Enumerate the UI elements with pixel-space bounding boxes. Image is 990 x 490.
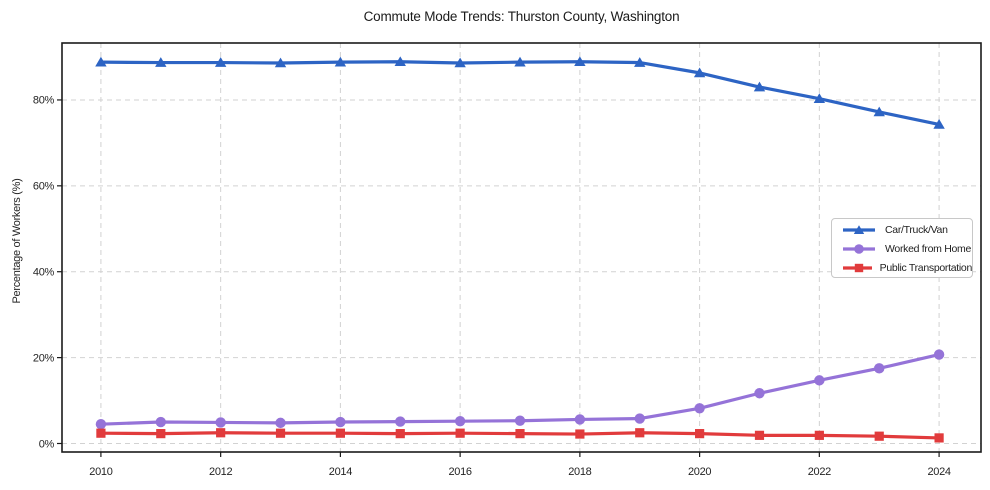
data-point-worked-from-home: [95, 418, 107, 430]
data-point-car-truck-van: [454, 57, 466, 68]
series-line-worked-from-home: [99, 353, 941, 426]
legend-entry: Public Transportation: [841, 259, 972, 278]
data-point-public-transportation: [455, 428, 465, 438]
y-tick-label: 0%: [39, 438, 55, 450]
data-point-car-truck-van: [514, 56, 526, 67]
y-tick-label: 80%: [33, 95, 55, 107]
data-point-car-truck-van: [574, 56, 586, 67]
legend-entry: Car/Truck/Van: [841, 220, 972, 239]
data-point-worked-from-home: [395, 416, 406, 427]
legend-entry: Worked from Home: [841, 239, 972, 258]
data-point-public-transportation: [695, 429, 705, 439]
triangle-marker-icon: [843, 224, 875, 234]
chart-title: Commute Mode Trends: Thurston County, Wa…: [363, 9, 680, 24]
legend-label: Worked from Home: [885, 242, 972, 255]
legend-label: Public Transportation: [879, 262, 973, 275]
data-point-car-truck-van: [214, 57, 227, 67]
data-point-car-truck-van: [873, 106, 885, 117]
data-point-public-transportation: [934, 433, 944, 443]
data-point-worked-from-home: [754, 388, 765, 399]
data-point-worked-from-home: [514, 415, 526, 426]
data-point-public-transportation: [216, 428, 226, 438]
data-point-worked-from-home: [694, 403, 705, 414]
data-point-public-transportation: [96, 428, 106, 438]
data-point-public-transportation: [635, 428, 645, 438]
data-point-worked-from-home: [874, 363, 885, 374]
data-point-car-truck-van: [95, 56, 107, 67]
data-point-public-transportation: [874, 431, 884, 441]
data-point-worked-from-home: [215, 417, 226, 428]
data-point-worked-from-home: [814, 375, 825, 386]
data-point-worked-from-home: [155, 416, 166, 428]
data-point-car-truck-van: [813, 93, 826, 103]
data-point-worked-from-home: [933, 349, 945, 360]
data-point-public-transportation: [275, 428, 286, 438]
data-point-car-truck-van: [634, 57, 646, 67]
data-point-public-transportation: [395, 429, 405, 439]
data-point-public-transportation: [335, 428, 345, 438]
data-point-worked-from-home: [454, 415, 466, 427]
data-point-car-truck-van: [394, 56, 406, 67]
x-tick-label: 2010: [89, 466, 112, 478]
data-point-public-transportation: [754, 430, 765, 440]
data-point-worked-from-home: [634, 413, 645, 424]
y-axis-title: Percentage of Workers (%): [11, 178, 23, 304]
data-point-public-transportation: [515, 429, 525, 439]
x-tick-label: 2018: [568, 466, 591, 478]
x-tick-label: 2020: [688, 466, 711, 478]
y-tick-label: 40%: [33, 267, 55, 279]
data-point-car-truck-van: [693, 67, 706, 78]
x-tick-label: 2014: [329, 466, 352, 478]
x-tick-label: 2024: [927, 466, 950, 478]
series-line-car-truck-van: [99, 60, 941, 127]
x-tick-label: 2022: [808, 466, 831, 478]
axes-frame: [61, 42, 982, 453]
data-point-worked-from-home: [574, 414, 586, 425]
data-point-car-truck-van: [274, 57, 287, 68]
data-point-car-truck-van: [933, 119, 945, 129]
square-marker-icon: [843, 264, 872, 273]
y-tick-label: 60%: [33, 181, 55, 193]
data-point-car-truck-van: [155, 57, 167, 67]
x-tick-label: 2012: [209, 466, 232, 478]
y-tick-label: 20%: [33, 352, 55, 364]
data-point-car-truck-van: [334, 56, 347, 67]
x-tick-label: 2016: [448, 466, 471, 478]
data-point-public-transportation: [156, 429, 166, 439]
legend-label: Car/Truck/Van: [885, 223, 948, 236]
data-point-public-transportation: [575, 429, 585, 439]
data-point-worked-from-home: [275, 417, 286, 429]
circle-marker-icon: [843, 244, 875, 254]
data-point-public-transportation: [814, 430, 824, 440]
data-point-worked-from-home: [335, 416, 346, 428]
data-point-car-truck-van: [753, 81, 766, 92]
legend-box: Car/Truck/Van Worked from Home Public Tran…: [831, 218, 973, 278]
